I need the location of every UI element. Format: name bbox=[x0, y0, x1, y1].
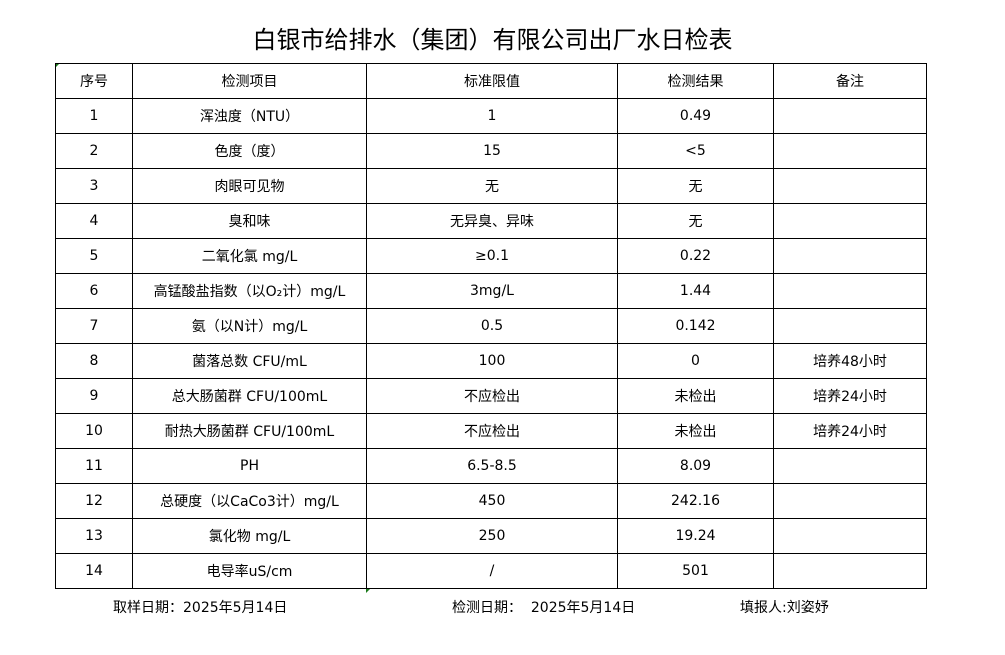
cell-index: 6 bbox=[55, 273, 133, 309]
table-row: 9 总大肠菌群 CFU/100mL 不应检出 未检出 培养24小时 bbox=[55, 378, 927, 414]
table-row: 8 菌落总数 CFU/mL 100 0 培养48小时 bbox=[55, 343, 927, 379]
cell-limit: 100 bbox=[366, 343, 618, 379]
cell-remark: 培养24小时 bbox=[773, 413, 927, 449]
test-date: 检测日期： 2025年5月14日 bbox=[452, 600, 636, 616]
table-row: 12 总硬度（以CaCo3计）mg/L 450 242.16 bbox=[55, 483, 927, 519]
cell-index: 14 bbox=[55, 553, 133, 589]
cell-result: 无 bbox=[617, 203, 774, 239]
table-row: 4 臭和味 无异臭、异味无 bbox=[55, 203, 927, 239]
cell-remark: 培养24小时 bbox=[773, 378, 927, 414]
table-header-row: 序号 检测项目 标准限值 检测结果 备注 bbox=[55, 63, 927, 99]
cell-result: 501 bbox=[617, 553, 774, 589]
cell-remark bbox=[773, 203, 927, 239]
cell-remark bbox=[773, 483, 927, 519]
cell-result: 8.09 bbox=[617, 448, 774, 484]
cell-item: 臭和味 bbox=[132, 203, 367, 239]
cell-limit: 0.5 bbox=[366, 308, 618, 344]
cell-item: 肉眼可见物 bbox=[132, 168, 367, 204]
cell-result: <5 bbox=[617, 133, 774, 169]
cell-item: 电导率uS/cm bbox=[132, 553, 367, 589]
cell-item: 总大肠菌群 CFU/100mL bbox=[132, 378, 367, 414]
cell-item: PH bbox=[132, 448, 367, 484]
cell-limit: 不应检出 bbox=[366, 378, 618, 414]
cell-result: 1.44 bbox=[617, 273, 774, 309]
cell-limit: 不应检出 bbox=[366, 413, 618, 449]
cell-item: 高锰酸盐指数（以O₂计）mg/L bbox=[132, 273, 367, 309]
header-remark: 备注 bbox=[773, 63, 927, 99]
cell-index: 7 bbox=[55, 308, 133, 344]
cell-result: 未检出 bbox=[617, 378, 774, 414]
cell-item: 耐热大肠菌群 CFU/100mL bbox=[132, 413, 367, 449]
cell-remark bbox=[773, 518, 927, 554]
cell-remark bbox=[773, 98, 927, 134]
cell-result: 无 bbox=[617, 168, 774, 204]
cell-limit: 无异臭、异味 bbox=[366, 203, 618, 239]
cell-index: 5 bbox=[55, 238, 133, 274]
cell-index: 10 bbox=[55, 413, 133, 449]
cell-item: 总硬度（以CaCo3计）mg/L bbox=[132, 483, 367, 519]
cell-limit: 3mg/L bbox=[366, 273, 618, 309]
cell-index: 2 bbox=[55, 133, 133, 169]
cell-index: 4 bbox=[55, 203, 133, 239]
cell-limit: 1 bbox=[366, 98, 618, 134]
cell-result: 242.16 bbox=[617, 483, 774, 519]
cell-index: 12 bbox=[55, 483, 133, 519]
inspection-table: 序号 检测项目 标准限值 检测结果 备注 1 浑浊度（NTU） 1 0.49 2 色度（度… bbox=[55, 63, 927, 589]
page-title: 白银市给排水（集团）有限公司出厂水日检表 bbox=[252, 26, 733, 54]
sampling-date: 取样日期：2025年5月14日 bbox=[113, 600, 288, 616]
header-index: 序号 bbox=[55, 63, 133, 99]
table-row: 10 耐热大肠菌群 CFU/100mL 不应检出 未检出 培养24小时 bbox=[55, 413, 927, 449]
header-result: 检测结果 bbox=[617, 63, 774, 99]
cell-limit: / bbox=[366, 553, 618, 589]
cell-marker bbox=[366, 588, 371, 593]
header-limit: 标准限值 bbox=[366, 63, 618, 99]
cell-result: 0 bbox=[617, 343, 774, 379]
table-row: 6 高锰酸盐指数（以O₂计）mg/L 3mg/L 1.44 bbox=[55, 273, 927, 309]
cell-limit: 无 bbox=[366, 168, 618, 204]
table-row: 13 氯化物 mg/L 250 19.24 bbox=[55, 518, 927, 554]
cell-result: 19.24 bbox=[617, 518, 774, 554]
cell-limit: 450 bbox=[366, 483, 618, 519]
cell-remark bbox=[773, 133, 927, 169]
table-row: 7 氨（以N计）mg/L 0.5 0.142 bbox=[55, 308, 927, 344]
header-item: 检测项目 bbox=[132, 63, 367, 99]
cell-result: 0.49 bbox=[617, 98, 774, 134]
cell-remark bbox=[773, 273, 927, 309]
table-row: 11 PH 6.5-8.5 8.09 bbox=[55, 448, 927, 484]
table-row: 1 浑浊度（NTU） 1 0.49 bbox=[55, 98, 927, 134]
cell-limit: ≥0.1 bbox=[366, 238, 618, 274]
cell-result: 未检出 bbox=[617, 413, 774, 449]
cell-index: 3 bbox=[55, 168, 133, 204]
cell-remark bbox=[773, 308, 927, 344]
cell-result: 0.142 bbox=[617, 308, 774, 344]
cell-remark bbox=[773, 238, 927, 274]
cell-index: 8 bbox=[55, 343, 133, 379]
table-row: 14 电导率uS/cm/501 bbox=[55, 553, 927, 589]
cell-result: 0.22 bbox=[617, 238, 774, 274]
table-row: 3 肉眼可见物无无 bbox=[55, 168, 927, 204]
cell-remark: 培养48小时 bbox=[773, 343, 927, 379]
cell-remark bbox=[773, 448, 927, 484]
cell-item: 浑浊度（NTU） bbox=[132, 98, 367, 134]
table-row: 2 色度（度） 15 <5 bbox=[55, 133, 927, 169]
cell-index: 13 bbox=[55, 518, 133, 554]
cell-item: 氨（以N计）mg/L bbox=[132, 308, 367, 344]
reporter: 填报人:刘姿妤 bbox=[740, 600, 829, 616]
cell-index: 1 bbox=[55, 98, 133, 134]
cell-limit: 250 bbox=[366, 518, 618, 554]
cell-item: 二氧化氯 mg/L bbox=[132, 238, 367, 274]
cell-remark bbox=[773, 553, 927, 589]
cell-limit: 6.5-8.5 bbox=[366, 448, 618, 484]
cell-remark bbox=[773, 168, 927, 204]
table-row: 5 二氧化氯 mg/L ≥0.1 0.22 bbox=[55, 238, 927, 274]
cell-index: 11 bbox=[55, 448, 133, 484]
cell-item: 色度（度） bbox=[132, 133, 367, 169]
cell-limit: 15 bbox=[366, 133, 618, 169]
cell-item: 氯化物 mg/L bbox=[132, 518, 367, 554]
cell-item: 菌落总数 CFU/mL bbox=[132, 343, 367, 379]
cell-index: 9 bbox=[55, 378, 133, 414]
